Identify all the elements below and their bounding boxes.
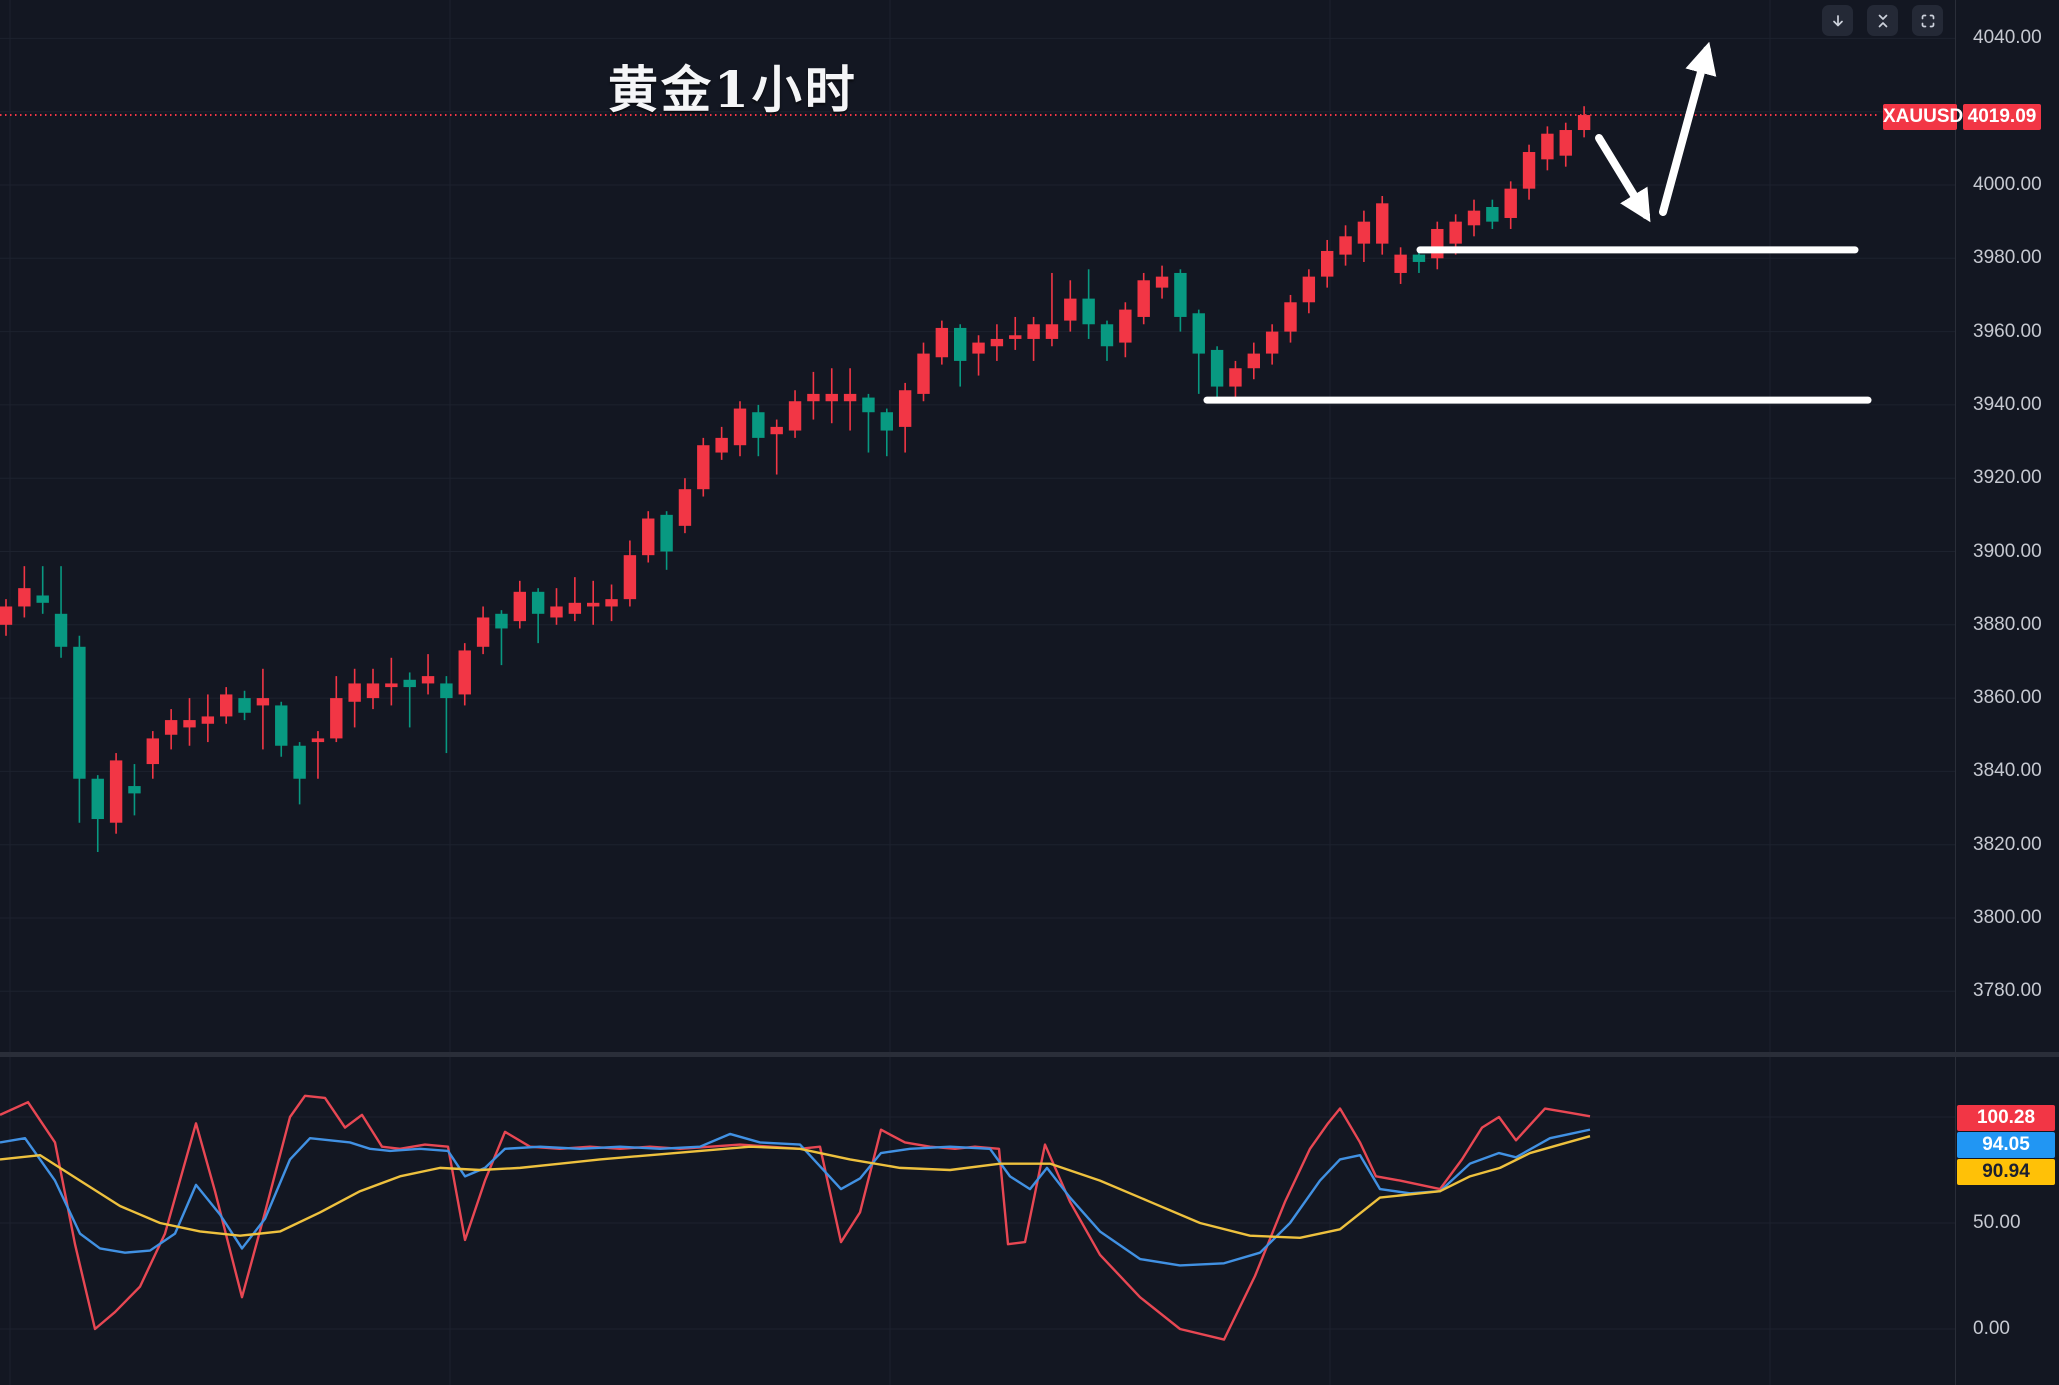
candlestick-series: [0, 106, 1591, 853]
price-tick: 3860.00: [1973, 687, 2042, 709]
price-tick: 3980.00: [1973, 247, 2042, 269]
oscillator-series: [0, 1094, 1591, 1341]
oscillator-line-mid: [0, 1128, 1591, 1267]
collapse-icon: [1878, 14, 1887, 27]
price-tick: 3920.00: [1973, 467, 2042, 489]
price-tick: 3880.00: [1973, 613, 2042, 635]
symbol-badge: XAUUSD: [1883, 104, 1963, 130]
arrow-down-icon: [1832, 14, 1843, 26]
oscillator-value-badge: 90.94: [1957, 1159, 2055, 1185]
price-tick: 3780.00: [1973, 980, 2042, 1002]
last-price-badge: 4019.09: [1963, 104, 2041, 130]
arrow-down: [1595, 134, 1651, 223]
oscillator-value-badge: 100.28: [1957, 1105, 2055, 1131]
maximize-pane-button[interactable]: [1912, 5, 1943, 36]
oscillator-line-fast: [0, 1094, 1591, 1341]
oscillator-tick: 50.00: [1973, 1212, 2021, 1233]
price-tick: 3820.00: [1973, 833, 2042, 855]
price-tick: 3840.00: [1973, 760, 2042, 782]
price-tick: 4040.00: [1973, 27, 2042, 49]
price-tick: 4000.00: [1973, 174, 2042, 195]
maximize-icon: [1921, 14, 1934, 27]
oscillator-tick: 0.00: [1973, 1318, 2010, 1339]
price-tick: 3940.00: [1973, 393, 2042, 415]
pane-separator[interactable]: [0, 1052, 2059, 1057]
price-tick: 3960.00: [1973, 320, 2042, 342]
arrow-up: [1659, 41, 1717, 216]
drawing-annotations[interactable]: [1203, 41, 1872, 404]
price-tick: 3800.00: [1973, 907, 2042, 928]
price-tick: 3900.00: [1973, 540, 2042, 562]
oscillator-value-badge: 94.05: [1957, 1132, 2055, 1158]
chart-title: 黄金1小时: [608, 60, 858, 119]
oscillator-line-slow: [0, 1135, 1591, 1240]
price-axis-border: [1955, 0, 1956, 1385]
gridlines: [0, 0, 1955, 1385]
collapse-pane-button[interactable]: [1867, 5, 1898, 36]
scroll-down-button[interactable]: [1822, 5, 1853, 36]
